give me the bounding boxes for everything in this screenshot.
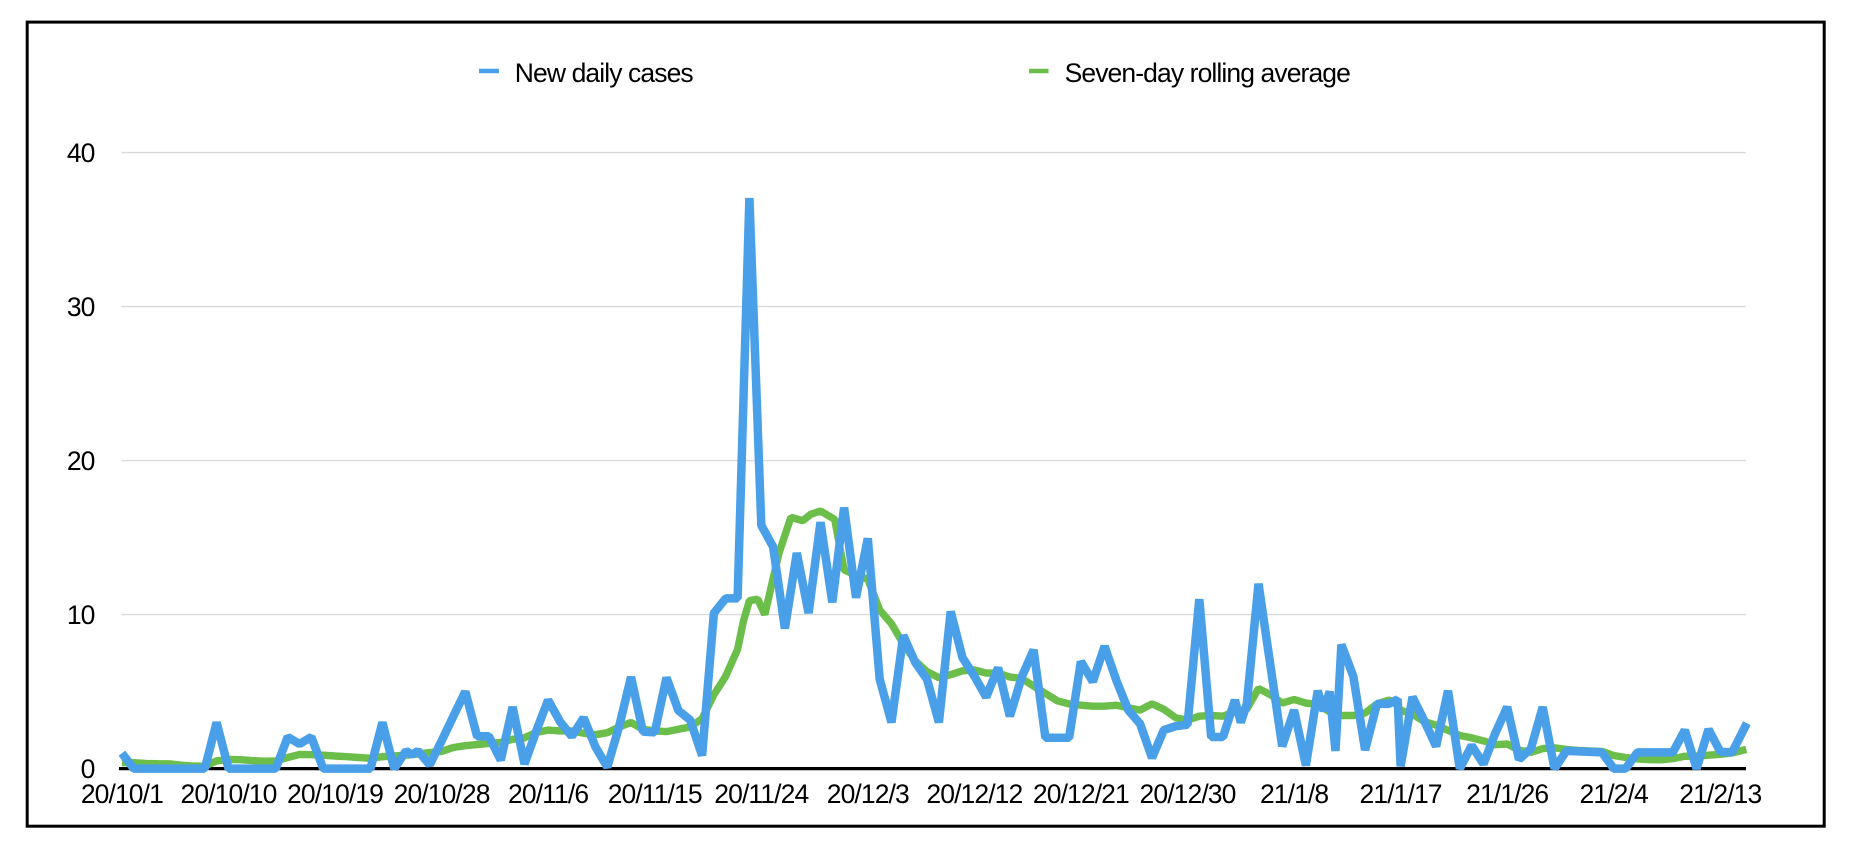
svg-text:21/2/13: 21/2/13	[1679, 779, 1761, 809]
svg-text:20/12/12: 20/12/12	[926, 779, 1022, 809]
svg-text:20: 20	[67, 446, 95, 476]
svg-text:21/1/8: 21/1/8	[1260, 779, 1328, 809]
svg-text:20/12/30: 20/12/30	[1140, 779, 1236, 809]
svg-text:20/10/10: 20/10/10	[181, 779, 277, 809]
svg-text:20/10/28: 20/10/28	[394, 779, 490, 809]
svg-text:21/2/4: 21/2/4	[1580, 779, 1648, 809]
svg-text:Seven-day rolling average: Seven-day rolling average	[1065, 58, 1351, 88]
svg-text:20/12/3: 20/12/3	[827, 779, 909, 809]
svg-text:0: 0	[81, 754, 95, 784]
svg-text:New daily cases: New daily cases	[515, 58, 694, 88]
svg-text:20/11/15: 20/11/15	[608, 779, 702, 809]
svg-text:30: 30	[67, 292, 95, 322]
svg-text:20/10/19: 20/10/19	[287, 779, 383, 809]
svg-text:21/1/17: 21/1/17	[1360, 779, 1442, 809]
svg-text:20/11/6: 20/11/6	[508, 779, 588, 809]
svg-text:20/10/1: 20/10/1	[81, 779, 163, 809]
svg-text:40: 40	[67, 138, 95, 168]
svg-text:20/11/24: 20/11/24	[714, 779, 808, 809]
svg-text:10: 10	[67, 600, 95, 630]
svg-text:20/12/21: 20/12/21	[1033, 779, 1129, 809]
svg-text:21/1/26: 21/1/26	[1466, 779, 1548, 809]
